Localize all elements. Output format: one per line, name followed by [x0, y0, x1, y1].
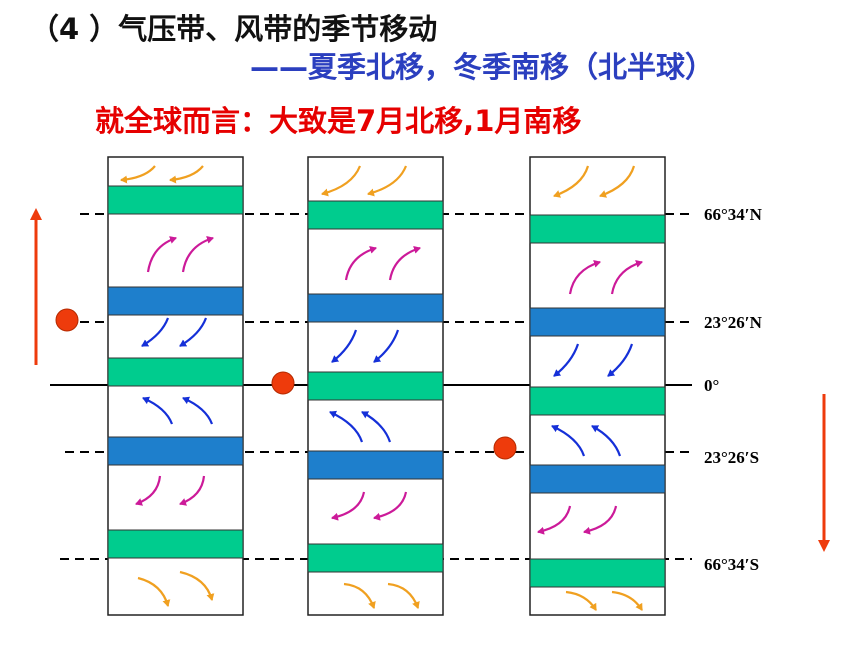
westerly-arrow [179, 475, 206, 506]
westerly-arrow [146, 236, 177, 273]
trade-wind-arrow [361, 411, 392, 443]
westerly-arrow [537, 505, 572, 535]
trade-wind-arrow [607, 343, 634, 377]
latitude-label-23n: 23°26′N [704, 313, 763, 332]
trade-wind-arrow [331, 329, 358, 363]
westerly-arrow [610, 259, 643, 295]
westerly-arrow [135, 475, 162, 506]
westerly-arrow [344, 245, 377, 281]
westerly-arrow [373, 491, 408, 521]
panel-equinox [307, 156, 444, 616]
trade-wind-arrow [142, 396, 174, 425]
trade-wind-arrow [179, 317, 208, 347]
subpolar-low-belt-n [307, 200, 444, 230]
polar-easterly-arrow [387, 582, 420, 609]
trade-wind-arrow [551, 424, 586, 457]
subtitle: ——夏季北移，冬季南移（北半球） [250, 50, 715, 84]
polar-easterly-arrow [611, 590, 643, 611]
westerly-arrow [568, 259, 601, 295]
sun-direct-point-marker [271, 371, 295, 395]
polar-easterly-arrow [553, 165, 590, 198]
latitude-label-equator: 0° [704, 376, 719, 395]
polar-easterly-arrow [321, 165, 362, 197]
polar-easterly-arrow [169, 165, 204, 184]
subtropical-high-belt-s [307, 450, 444, 480]
trade-wind-arrow [591, 425, 622, 457]
polar-easterly-arrow [343, 582, 376, 609]
westerly-arrow [331, 491, 366, 521]
subtropical-high-belt-n [529, 307, 666, 337]
polar-easterly-arrow [137, 576, 171, 607]
trade-wind-arrow [141, 317, 170, 347]
polar-easterly-arrow [179, 570, 215, 601]
global-note: 就全球而言：大致是7月北移,1月南移 [95, 104, 582, 138]
trade-wind-arrow [373, 329, 400, 363]
trade-wind-arrow [329, 410, 364, 443]
subtropical-high-belt-n [107, 286, 244, 316]
equatorial-low-belt [107, 357, 244, 387]
trade-wind-arrow [182, 396, 214, 425]
subtropical-high-belt-s [529, 464, 666, 494]
subpolar-low-belt-n [529, 214, 666, 244]
westerly-arrow [388, 245, 421, 281]
sun-direct-point-marker [493, 436, 517, 460]
panel-northern-summer [107, 156, 244, 616]
page-title: （4 ）气压带、风带的季节移动 [30, 12, 438, 46]
polar-easterly-arrow [599, 165, 636, 198]
panel-northern-winter [529, 156, 666, 616]
equatorial-low-belt [529, 386, 666, 416]
latitude-label-66n: 66°34′N [704, 205, 763, 224]
equatorial-low-belt [307, 371, 444, 401]
trade-wind-arrow [553, 343, 580, 377]
subpolar-low-belt-n [107, 185, 244, 215]
sun-direct-point-marker [55, 308, 79, 332]
subpolar-low-belt-s [307, 543, 444, 573]
latitude-label-66s: 66°34′S [704, 555, 759, 574]
subtropical-high-belt-n [307, 293, 444, 323]
polar-easterly-arrow [367, 165, 408, 197]
westerly-arrow [181, 235, 214, 273]
subpolar-low-belt-s [529, 558, 666, 588]
westerly-arrow [583, 505, 618, 535]
latitude-label-23s: 23°26′S [704, 448, 759, 467]
subtropical-high-belt-s [107, 436, 244, 466]
polar-easterly-arrow [120, 165, 156, 184]
polar-easterly-arrow [565, 590, 597, 611]
subpolar-low-belt-s [107, 529, 244, 559]
